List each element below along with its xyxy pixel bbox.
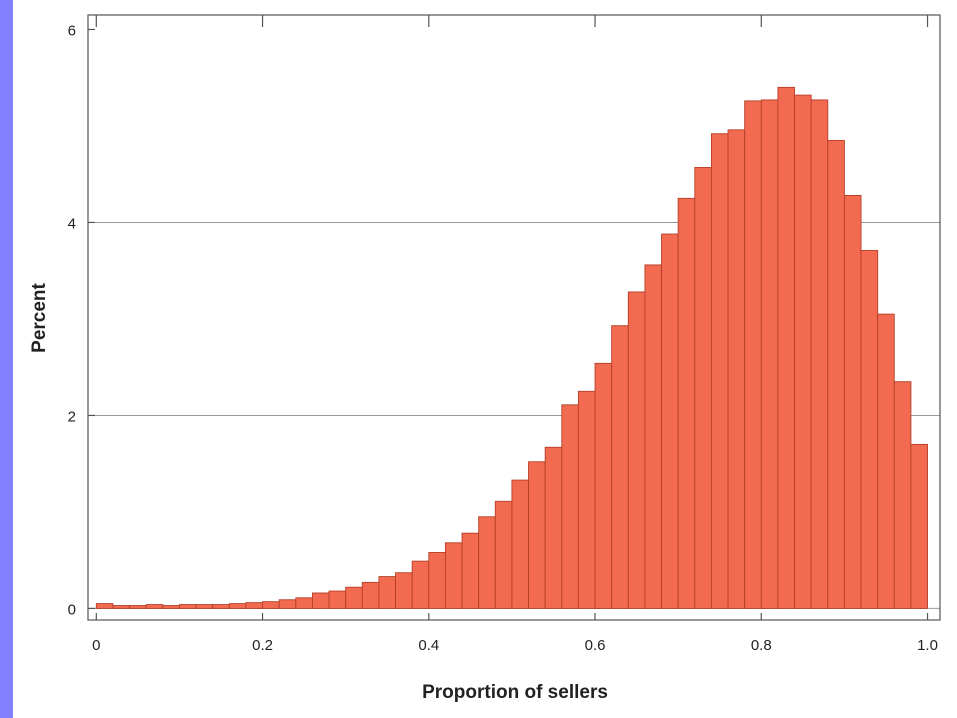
histogram-bar: [278, 599, 297, 609]
x-tick-label: 0: [92, 637, 100, 654]
histogram-bar: [843, 194, 862, 609]
histogram-bar: [162, 605, 180, 609]
histogram-bar: [544, 446, 563, 609]
histogram-bar: [328, 590, 347, 609]
histogram-bar: [395, 572, 413, 609]
histogram-bar: [112, 605, 131, 609]
histogram-bar: [727, 129, 746, 609]
histogram-bar: [860, 249, 879, 609]
histogram-bar: [627, 291, 646, 609]
y-tick-label: 0: [68, 601, 76, 618]
histogram-bar: [345, 586, 363, 609]
x-axis-ticks: 0 0.2 0.4 0.6 0.8 1.0: [92, 15, 938, 654]
histogram-bar: [245, 602, 264, 609]
y-tick-label: 2: [68, 408, 76, 425]
x-tick-label: 0.4: [418, 637, 439, 654]
histogram-bar: [129, 605, 147, 609]
histogram-bar: [561, 404, 579, 609]
histogram-bar: [428, 552, 446, 609]
histogram-bar: [262, 601, 280, 609]
y-tick-label: 4: [68, 215, 76, 232]
histogram-bar: [411, 560, 430, 609]
histogram-bar: [594, 362, 613, 609]
histogram-bar: [361, 581, 380, 609]
histogram-bar: [478, 516, 496, 609]
y-axis-title: Percent: [29, 282, 50, 352]
histogram-bar: [644, 264, 662, 609]
histogram-bar: [311, 592, 330, 609]
histogram-bar: [212, 604, 230, 609]
histogram-bar: [677, 197, 696, 609]
histogram-bar: [444, 542, 463, 609]
histogram-bar: [710, 133, 729, 609]
histogram-bar: [810, 99, 829, 609]
histogram-bars: [95, 86, 928, 609]
histogram-bar: [744, 100, 762, 609]
x-axis-title: Proportion of sellers: [422, 682, 608, 703]
histogram-bar: [893, 381, 912, 609]
histogram-bar: [461, 532, 480, 609]
histogram-bar: [877, 313, 895, 609]
histogram-bar: [295, 597, 313, 609]
histogram-bar: [910, 443, 928, 609]
y-axis-ticks: 0 2 4 6: [68, 22, 95, 618]
histogram-bar: [511, 479, 529, 609]
histogram-bar: [228, 603, 247, 609]
x-tick-label: 1.0: [917, 637, 938, 654]
histogram-bar: [178, 604, 197, 609]
histogram-bar: [378, 576, 397, 609]
plot-frame: [87, 14, 941, 621]
x-tick-label: 0.8: [751, 637, 772, 654]
x-tick-label: 0.2: [252, 637, 273, 654]
histogram-bar: [611, 325, 629, 609]
histogram-bar: [827, 139, 845, 609]
histogram-bar: [577, 390, 596, 609]
histogram-bar: [694, 167, 712, 609]
histogram-bar: [661, 233, 679, 609]
histogram-bar: [794, 94, 812, 609]
histogram-bar: [494, 500, 513, 609]
histogram-bar: [95, 603, 114, 609]
histogram-bar: [760, 99, 779, 609]
x-tick-label: 0.6: [585, 637, 606, 654]
histogram-bar: [528, 461, 546, 609]
histogram-bar: [777, 86, 795, 609]
histogram-bar: [195, 604, 214, 609]
histogram-bar: [145, 604, 164, 609]
left-edge-strip: [0, 0, 13, 718]
y-tick-label: 6: [68, 22, 76, 39]
